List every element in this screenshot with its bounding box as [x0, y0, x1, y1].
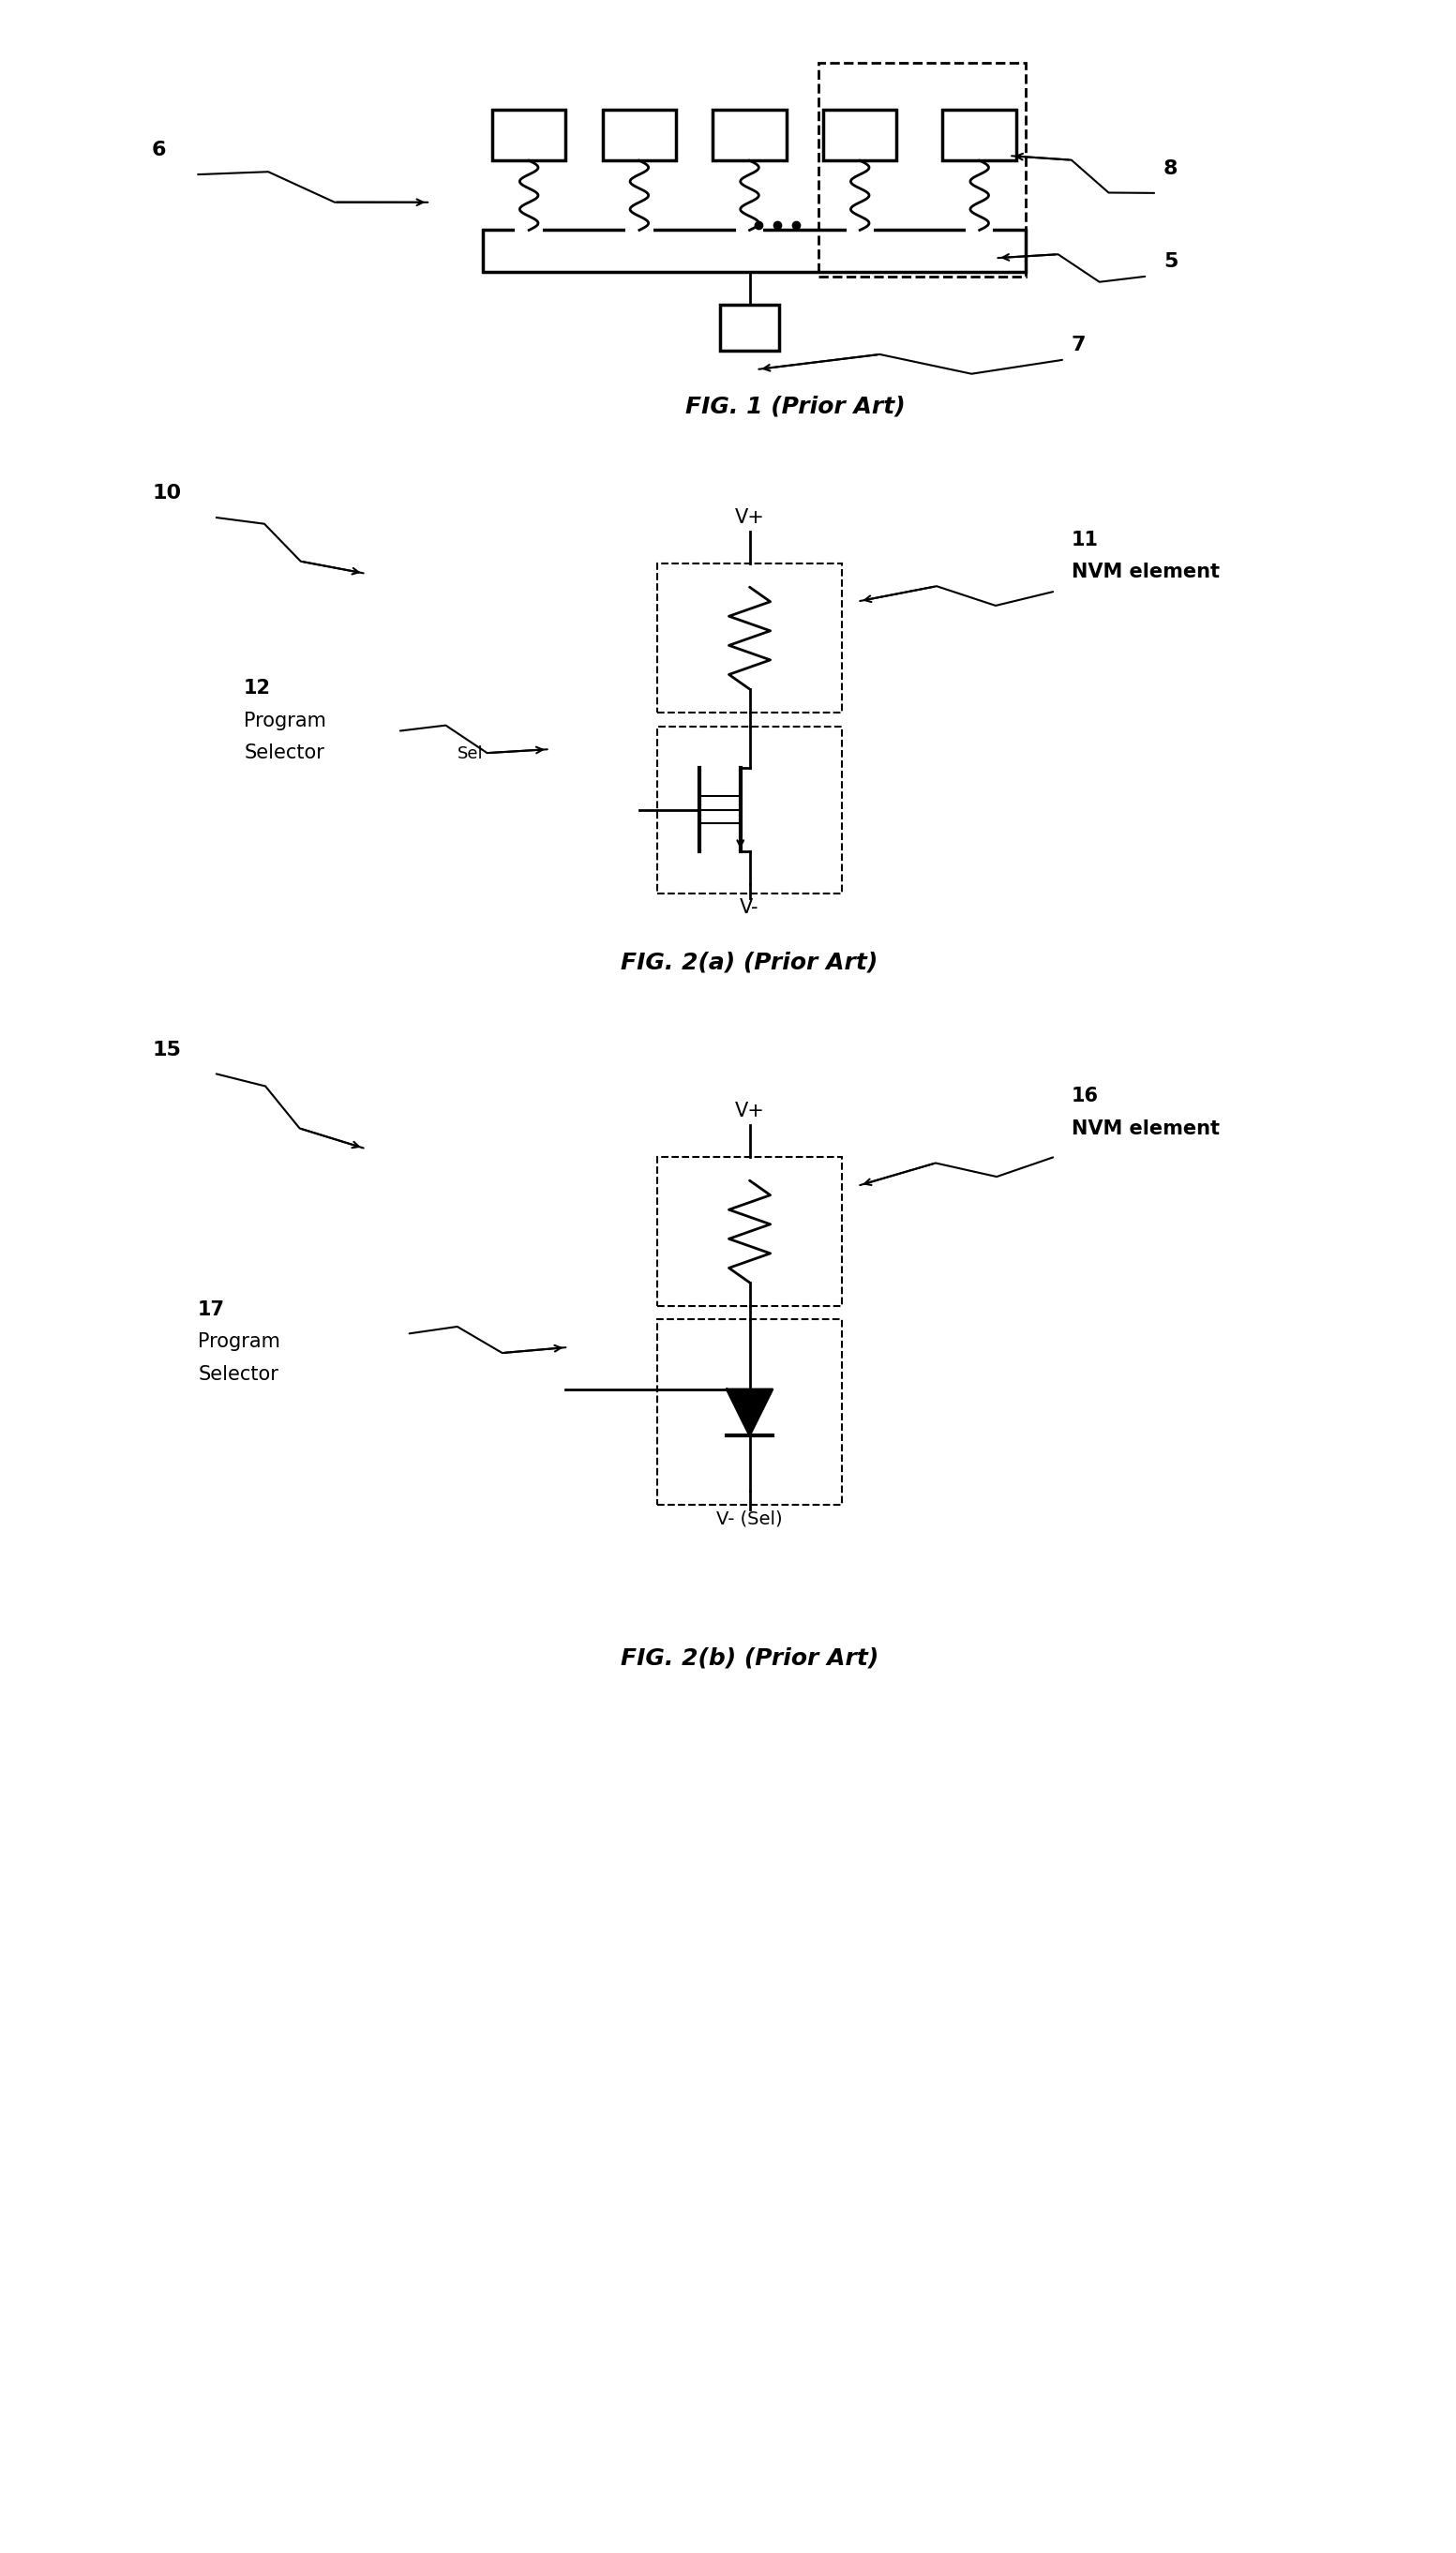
Bar [515, 227, 543, 240]
Text: Sel: Sel [457, 745, 483, 763]
Text: V-: V- [740, 899, 759, 917]
Bar [658, 725, 842, 894]
Bar [713, 110, 786, 161]
Text: 12: 12 [245, 679, 271, 697]
Bar [735, 227, 763, 240]
Bar [965, 227, 993, 240]
Text: 16: 16 [1072, 1088, 1099, 1105]
Text: 8: 8 [1163, 158, 1178, 179]
Bar [658, 564, 842, 712]
Text: Selector: Selector [245, 743, 325, 763]
Text: NVM element: NVM element [1072, 1118, 1220, 1139]
Polygon shape [727, 1389, 772, 1435]
Text: V+: V+ [735, 508, 764, 526]
Bar [483, 230, 1025, 271]
Text: FIG. 2(b) (Prior Art): FIG. 2(b) (Prior Art) [620, 1647, 878, 1670]
Text: 6: 6 [151, 140, 166, 161]
Text: 15: 15 [151, 1042, 181, 1059]
Text: Selector: Selector [198, 1366, 278, 1384]
Text: 7: 7 [1072, 334, 1086, 355]
Text: 5: 5 [1163, 253, 1178, 271]
Bar [719, 304, 779, 350]
Text: V- (Sel): V- (Sel) [716, 1509, 783, 1527]
Text: V+: V+ [735, 1100, 764, 1121]
Text: 10: 10 [151, 485, 181, 503]
Text: NVM element: NVM element [1072, 562, 1220, 582]
Bar [942, 110, 1016, 161]
Text: Program: Program [245, 712, 326, 730]
Bar [658, 1320, 842, 1506]
Bar [603, 110, 676, 161]
Bar [658, 1157, 842, 1305]
Text: 17: 17 [198, 1299, 226, 1320]
Bar [823, 110, 897, 161]
Text: FIG. 1 (Prior Art): FIG. 1 (Prior Art) [686, 396, 906, 419]
Bar [818, 64, 1025, 276]
Text: 11: 11 [1072, 531, 1099, 549]
Bar [492, 110, 566, 161]
Text: Program: Program [198, 1333, 281, 1351]
Bar [846, 227, 874, 240]
Bar [626, 227, 654, 240]
Text: FIG. 2(a) (Prior Art): FIG. 2(a) (Prior Art) [622, 952, 878, 973]
